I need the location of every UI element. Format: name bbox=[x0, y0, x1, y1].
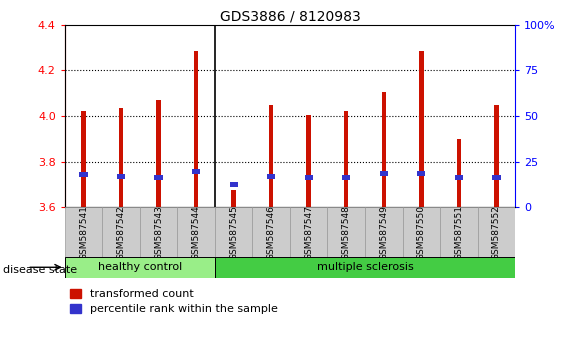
Text: GSM587542: GSM587542 bbox=[117, 205, 126, 260]
Bar bbox=[379, 171, 388, 176]
Bar bbox=[140, 207, 177, 258]
Text: GSM587549: GSM587549 bbox=[379, 205, 388, 260]
Bar bbox=[192, 169, 200, 174]
Bar bbox=[157, 100, 161, 207]
Text: GSM587541: GSM587541 bbox=[79, 205, 88, 260]
Bar bbox=[79, 172, 88, 177]
Text: GSM587544: GSM587544 bbox=[191, 205, 200, 260]
Bar bbox=[194, 51, 198, 207]
Bar bbox=[177, 207, 215, 258]
Bar bbox=[230, 182, 238, 187]
Bar bbox=[417, 171, 426, 176]
Bar bbox=[344, 112, 348, 207]
Bar bbox=[65, 257, 215, 278]
Bar bbox=[154, 175, 163, 180]
Bar bbox=[119, 108, 123, 207]
Bar bbox=[455, 175, 463, 180]
Legend: transformed count, percentile rank within the sample: transformed count, percentile rank withi… bbox=[70, 289, 278, 314]
Bar bbox=[269, 104, 274, 207]
Bar bbox=[117, 173, 125, 179]
Bar bbox=[403, 207, 440, 258]
Bar bbox=[440, 207, 477, 258]
Text: GSM587547: GSM587547 bbox=[304, 205, 313, 260]
Bar bbox=[382, 92, 386, 207]
Bar bbox=[328, 207, 365, 258]
Bar bbox=[252, 207, 290, 258]
Text: GSM587551: GSM587551 bbox=[454, 205, 463, 260]
Bar bbox=[267, 173, 275, 179]
Text: GSM587550: GSM587550 bbox=[417, 205, 426, 260]
Text: disease state: disease state bbox=[3, 265, 77, 275]
Bar bbox=[492, 175, 501, 180]
Bar bbox=[215, 257, 515, 278]
Bar bbox=[305, 175, 313, 180]
Bar bbox=[306, 115, 311, 207]
Bar bbox=[494, 104, 499, 207]
Bar bbox=[457, 139, 461, 207]
Bar bbox=[231, 190, 236, 207]
Bar bbox=[365, 207, 403, 258]
Bar bbox=[290, 207, 328, 258]
Text: GSM587546: GSM587546 bbox=[267, 205, 276, 260]
Text: healthy control: healthy control bbox=[98, 262, 182, 272]
Text: GSM587552: GSM587552 bbox=[492, 205, 501, 260]
Bar bbox=[419, 51, 423, 207]
Text: GSM587548: GSM587548 bbox=[342, 205, 351, 260]
Bar bbox=[81, 112, 86, 207]
Bar bbox=[477, 207, 515, 258]
Bar bbox=[65, 207, 102, 258]
Bar bbox=[215, 207, 252, 258]
Bar bbox=[342, 175, 350, 180]
Text: GSM587545: GSM587545 bbox=[229, 205, 238, 260]
Text: GSM587543: GSM587543 bbox=[154, 205, 163, 260]
Title: GDS3886 / 8120983: GDS3886 / 8120983 bbox=[220, 10, 360, 24]
Text: multiple sclerosis: multiple sclerosis bbox=[316, 262, 413, 272]
Bar bbox=[102, 207, 140, 258]
